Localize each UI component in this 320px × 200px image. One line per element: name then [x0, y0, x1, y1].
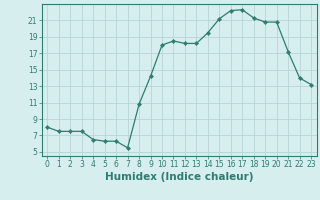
X-axis label: Humidex (Indice chaleur): Humidex (Indice chaleur)	[105, 172, 253, 182]
